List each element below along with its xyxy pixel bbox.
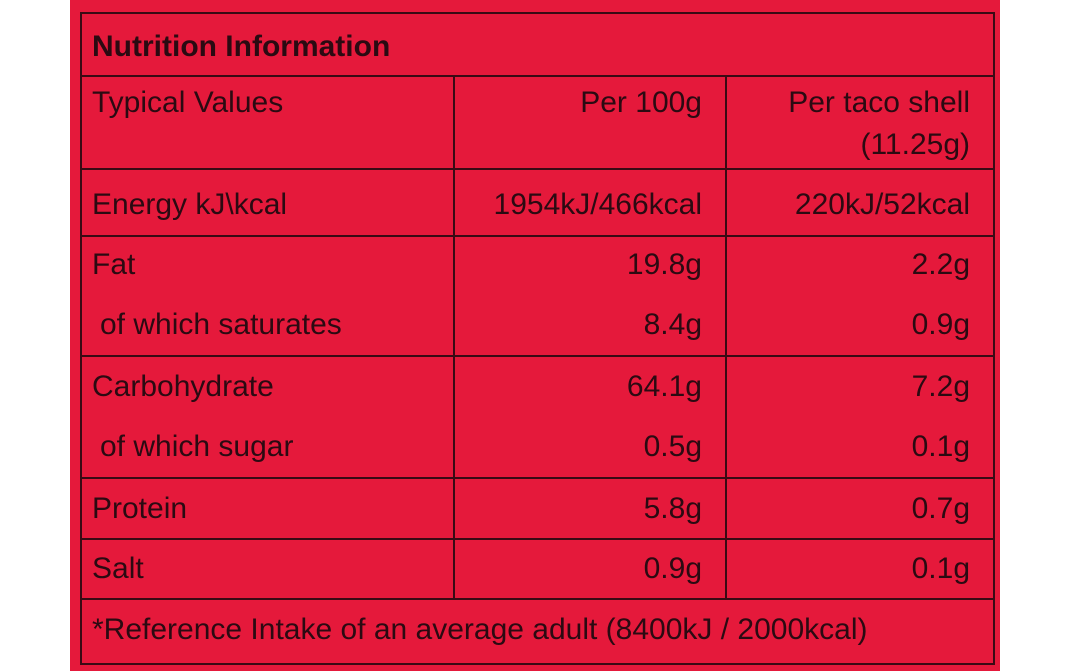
row-label: of which saturates [100,308,342,341]
row-label: Protein [92,492,188,525]
nutrition-label: Nutrition Information Typical Values Per… [70,0,1000,671]
header-cell: (11.25g) [860,128,970,161]
row-line [80,235,995,237]
table-border [80,12,995,665]
row-value: 5.8g [643,492,702,525]
row-value: 0.1g [911,430,970,463]
header-cell: Per 100g [580,86,702,119]
row-value: 1954kJ/466kcal [493,188,702,221]
row-value: 0.9g [911,308,970,341]
column-line [725,75,727,598]
row-label: Energy kJ\kcal [92,188,288,221]
row-line [80,355,995,357]
row-value: 2.2g [911,248,970,281]
row-value: 19.8g [626,248,702,281]
row-label: Fat [92,248,136,281]
row-line [80,538,995,540]
row-value: 8.4g [643,308,702,341]
footnote: *Reference Intake of an average adult (8… [92,613,868,646]
row-value: 0.7g [911,492,970,525]
row-line [80,168,995,170]
row-value: 220kJ/52kcal [794,188,970,221]
title: Nutrition Information [92,30,391,63]
header-cell: Per taco shell [788,86,970,119]
row-value: 7.2g [911,370,970,403]
row-label: Carbohydrate [92,370,274,403]
row-value: 0.1g [911,552,970,585]
header-cell: Typical Values [92,86,284,119]
row-line [80,598,995,600]
row-value: 64.1g [626,370,702,403]
row-line [80,477,995,479]
row-value: 0.9g [643,552,702,585]
row-value: 0.5g [643,430,702,463]
row-label: of which sugar [100,430,294,463]
row-label: Salt [92,552,144,585]
column-line [453,75,455,598]
row-line [80,75,995,77]
